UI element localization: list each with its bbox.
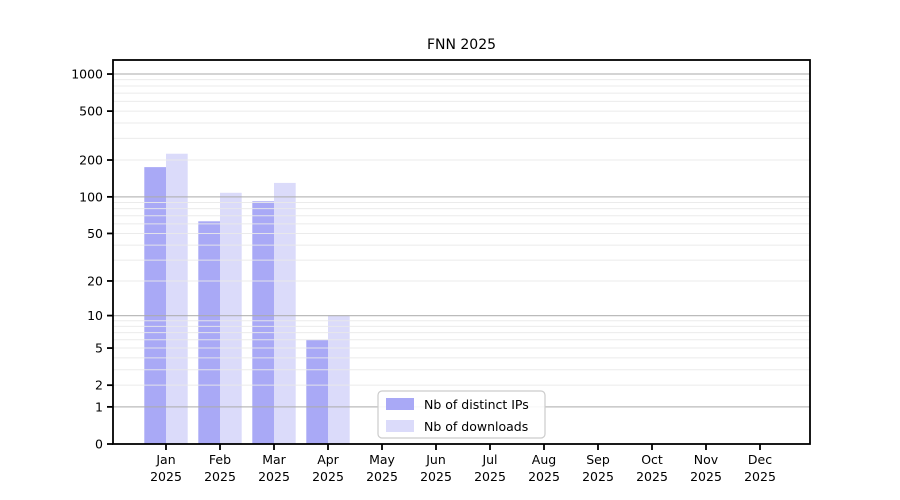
- x-tick-label-year: 2025: [420, 469, 452, 484]
- x-tick-label-year: 2025: [636, 469, 668, 484]
- x-tick-label-month: Aug: [532, 452, 556, 467]
- y-tick-label: 100: [79, 189, 103, 204]
- bar-downloads-Apr: [328, 315, 350, 444]
- x-tick-label-year: 2025: [312, 469, 344, 484]
- bar-downloads-Mar: [274, 182, 296, 445]
- x-tick-label-month: Jul: [481, 452, 497, 467]
- x-tick-label-month: Oct: [641, 452, 663, 467]
- bar-downloads-Jan: [166, 153, 188, 444]
- x-tick-label-year: 2025: [258, 469, 290, 484]
- y-tick-label: 500: [79, 104, 103, 119]
- x-tick-label-month: Feb: [209, 452, 231, 467]
- y-tick-label: 10: [87, 308, 103, 323]
- x-tick-label-year: 2025: [528, 469, 560, 484]
- x-tick-label-month: Nov: [694, 452, 719, 467]
- x-tick-label-year: 2025: [150, 469, 182, 484]
- bar-distinct-ips-Apr: [306, 339, 328, 444]
- x-tick-label-month: Apr: [317, 452, 339, 467]
- x-tick-label-month: May: [369, 452, 395, 467]
- legend-swatch-downloads: [386, 420, 414, 432]
- x-tick-label-year: 2025: [582, 469, 614, 484]
- y-tick-label: 20: [87, 273, 103, 288]
- bar-downloads-Feb: [220, 192, 242, 444]
- x-tick-label-year: 2025: [366, 469, 398, 484]
- x-tick-label-year: 2025: [690, 469, 722, 484]
- x-tick-label-month: Jan: [155, 452, 175, 467]
- x-tick-label-month: Jun: [425, 452, 446, 467]
- y-tick-label: 1: [95, 399, 103, 414]
- x-tick-label-month: Dec: [748, 452, 772, 467]
- plot-frame: [112, 59, 811, 445]
- y-tick-label: 50: [87, 226, 103, 241]
- x-tick-label-month: Mar: [262, 452, 286, 467]
- chart-title: FNN 2025: [426, 37, 497, 53]
- y-tick-label: 0: [95, 437, 103, 452]
- bar-distinct-ips-Jan: [144, 167, 166, 445]
- legend-label-distinct-ips: Nb of distinct IPs: [424, 397, 529, 412]
- x-tick-label-year: 2025: [744, 469, 776, 484]
- x-tick-label-month: Sep: [586, 452, 610, 467]
- legend-label-downloads: Nb of downloads: [424, 419, 528, 434]
- y-tick-label: 1000: [71, 67, 103, 82]
- x-tick-label-year: 2025: [204, 469, 236, 484]
- y-tick-label: 5: [95, 341, 103, 356]
- y-tick-label: 200: [79, 153, 103, 168]
- legend-swatch-distinct-ips: [386, 398, 414, 410]
- x-tick-label-year: 2025: [474, 469, 506, 484]
- legend-box: [377, 390, 546, 439]
- y-tick-label: 2: [95, 378, 103, 393]
- bar-distinct-ips-Mar: [252, 201, 274, 444]
